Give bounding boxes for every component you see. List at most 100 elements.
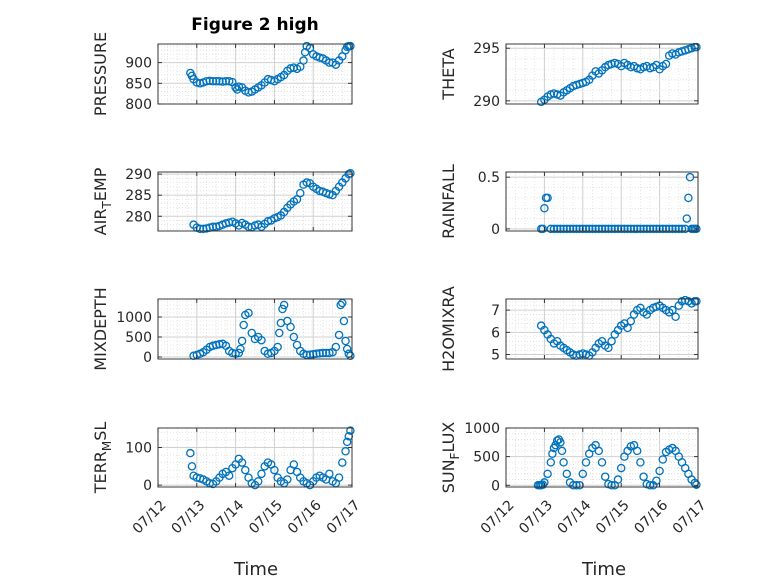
h2omixra-y-ticks: 5 6 7	[491, 303, 698, 364]
rainfall-data-point	[636, 224, 645, 234]
h2omixra-panel: 5 6 7 H2OMIXRA	[439, 286, 701, 372]
rainfall-data-point	[538, 224, 548, 234]
h2omixra-y-tick-label: 7	[491, 303, 500, 319]
mixdepth-data-point	[289, 332, 299, 342]
air_temp-axes-box	[157, 171, 353, 232]
sun_flux-data-point	[559, 458, 568, 467]
h2omixra-x-ticks	[505, 299, 699, 359]
theta-y-tick-label: 290	[473, 94, 500, 110]
mixdepth-data-point	[315, 349, 324, 358]
pressure-data-point	[346, 41, 355, 51]
theta-panel: 290 295 THETA	[439, 41, 701, 110]
pressure-data-point	[234, 82, 244, 91]
rainfall-data-point	[680, 224, 690, 234]
air_temp-y-tick-label: 290	[125, 167, 152, 183]
air_temp-panel: 280 285 290 AIRTEMP	[91, 167, 355, 235]
rainfall-data-point	[594, 224, 604, 234]
rainfall-series	[536, 172, 701, 234]
sun_flux-data-point	[546, 458, 556, 467]
terr_msl-data-point	[283, 475, 292, 484]
pressure-title: Figure 2 high	[191, 15, 319, 35]
rainfall-y-tick-label: 0.5	[478, 170, 500, 186]
h2omixra-data-point	[671, 312, 680, 322]
rainfall-data-point	[604, 224, 613, 234]
rainfall-data-point	[674, 224, 684, 234]
rainfall-data-point	[692, 224, 701, 234]
sun_flux-data-point	[581, 458, 591, 467]
sun_flux-data-point	[557, 446, 567, 456]
mixdepth-data-point	[234, 348, 244, 358]
pressure-y-tick-label: 800	[125, 97, 152, 113]
terr_msl-data-point	[241, 465, 250, 475]
subplot-grid: 800 850 900 PRESSURE Figure 2 high 290 295 THET…	[91, 15, 710, 537]
air_temp-data-point	[208, 222, 218, 232]
pressure-data-point	[221, 76, 231, 86]
mixdepth-data-point	[339, 316, 349, 326]
mixdepth-data-point	[331, 342, 341, 352]
mixdepth-data-point	[336, 300, 345, 310]
mixdepth-y-tick-label: 1000	[116, 310, 152, 326]
mixdepth-data-point	[321, 348, 331, 358]
terr_msl-data-point	[325, 469, 334, 479]
pressure-y-tick-label: 850	[125, 76, 152, 92]
sun_flux-series	[533, 435, 701, 490]
mixdepth-data-point	[312, 349, 321, 359]
rainfall-data-point	[626, 224, 636, 234]
terr_msl-data-point	[334, 473, 344, 482]
rainfall-data-point	[607, 224, 616, 234]
terr_msl-y-axis-label: TERRMSL	[91, 422, 114, 495]
mixdepth-data-point	[244, 308, 253, 318]
theta-y-axis-label: THETA	[439, 48, 458, 100]
rainfall-data-point	[565, 224, 575, 234]
mixdepth-data-point	[273, 342, 282, 352]
terr_msl-x-ticks	[157, 428, 353, 487]
air_temp-y-axis-label: AIRTEMP	[91, 167, 114, 235]
terr_msl-data-point	[224, 471, 234, 480]
pressure-data-point	[208, 76, 218, 86]
rainfall-data-point	[562, 224, 572, 234]
pressure-data-point	[192, 78, 202, 87]
sun_flux-y-ticks: 0 500 1000	[464, 421, 698, 494]
pressure-data-point	[299, 56, 308, 65]
rainfall-data-point	[642, 224, 652, 234]
pressure-x-ticks	[157, 44, 353, 104]
sun_flux-data-point	[562, 469, 572, 479]
pressure-data-point	[205, 76, 214, 86]
rainfall-data-point	[546, 224, 556, 234]
h2omixra-data-point	[607, 336, 616, 346]
rainfall-data-point	[559, 224, 568, 234]
pressure-data-point	[202, 76, 211, 86]
terr_msl-data-point	[257, 469, 266, 479]
mixdepth-data-point	[286, 322, 295, 332]
rainfall-data-point	[540, 203, 549, 213]
rainfall-data-point	[588, 224, 597, 234]
theta-y-ticks: 290 295	[473, 41, 698, 110]
terr_msl-axes-box	[157, 427, 353, 488]
sun_flux-data-point	[655, 466, 664, 476]
pressure-data-point	[218, 77, 227, 86]
sun_flux-data-point	[645, 481, 655, 490]
rainfall-y-tick-label: 0	[491, 222, 500, 238]
sun_flux-data-point	[652, 476, 661, 485]
x-axis-label-left: Time	[233, 559, 278, 580]
mixdepth-data-point	[318, 348, 328, 358]
rainfall-data-point	[648, 224, 658, 234]
sun_flux-y-tick-label: 0	[491, 478, 500, 494]
sun_flux-axes-box	[505, 427, 699, 488]
pressure-axes-box	[157, 43, 353, 105]
rainfall-data-point	[572, 224, 581, 234]
theta-data-point	[661, 59, 671, 69]
sun_flux-data-point	[613, 475, 623, 484]
rainfall-data-point	[661, 224, 671, 234]
sun_flux-data-point	[572, 481, 581, 490]
mixdepth-data-point	[239, 320, 248, 330]
terr_msl-grid	[157, 428, 353, 487]
rainfall-data-point	[600, 224, 610, 234]
h2omixra-data-point	[668, 305, 677, 315]
air_temp-data-point	[346, 169, 355, 178]
sun_flux-y-tick-label: 500	[473, 450, 500, 466]
h2omixra-data-point	[623, 323, 632, 333]
mixdepth-data-point	[341, 336, 350, 346]
